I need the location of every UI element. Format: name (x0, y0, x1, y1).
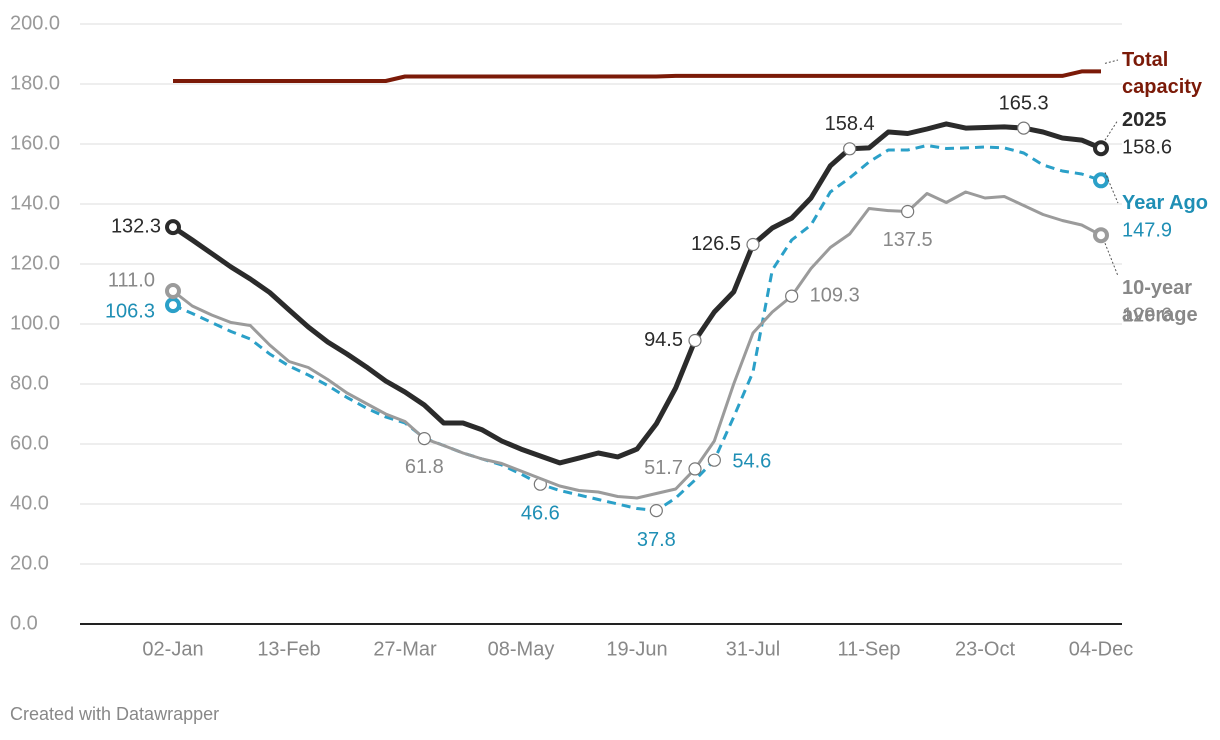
series-name: 10-year average (1122, 277, 1198, 326)
series-name: Total capacity (1122, 49, 1203, 98)
y-tick-label: 80.0 (10, 372, 49, 394)
y-tick-label: 200.0 (10, 12, 60, 34)
y-tick-label: 120.0 (10, 252, 60, 274)
point-marker (649, 504, 663, 518)
x-tick-label: 11-Sep (837, 638, 900, 660)
series-name: Year Ago (1122, 192, 1208, 214)
value-label: 51.7 (644, 457, 683, 479)
value-label: 147.9 (1122, 219, 1172, 241)
point-marker (417, 432, 431, 446)
point-marker (843, 142, 857, 156)
value-label: 129.6 (1122, 304, 1172, 326)
value-label: 158.4 (825, 113, 875, 135)
point-marker (1017, 121, 1031, 135)
leader (1104, 243, 1119, 277)
point-marker (901, 204, 915, 219)
value-label: 132.3 (111, 215, 161, 237)
value-label: 46.6 (521, 502, 560, 524)
y-tick-label: 20.0 (10, 552, 49, 574)
x-tick-label: 23-Oct (955, 638, 1015, 660)
value-label: 106.3 (105, 300, 155, 322)
value-label: 126.5 (691, 233, 741, 255)
x-tick-label: 31-Jul (726, 638, 780, 660)
point-marker (1093, 227, 1109, 244)
point-marker (785, 289, 799, 303)
point-marker (688, 333, 702, 348)
y-tick-label: 100.0 (10, 312, 60, 334)
leader (1104, 119, 1119, 141)
point-marker (746, 237, 760, 252)
x-tick-label: 27-Mar (373, 638, 437, 660)
value-label: 109.3 (810, 284, 860, 306)
value-label: 54.6 (732, 450, 771, 472)
series-line (171, 121, 1102, 466)
value-label: 137.5 (883, 229, 933, 251)
y-tick-label: 140.0 (10, 192, 60, 214)
value-label: 165.3 (999, 92, 1049, 114)
point-marker (688, 462, 702, 476)
series-line (172, 190, 1102, 500)
y-tick-label: 40.0 (10, 492, 49, 514)
value-label: 37.8 (637, 529, 676, 551)
x-tick-label: 08-May (488, 638, 555, 660)
leader (1104, 172, 1119, 204)
x-tick-label: 02-Jan (142, 638, 203, 660)
y-tick-label: 0.0 (10, 612, 38, 634)
point-marker (1093, 172, 1109, 189)
value-label: 61.8 (405, 456, 444, 478)
point-marker (165, 283, 181, 299)
value-label: 94.5 (644, 329, 683, 351)
series-name: 2025 (1122, 109, 1167, 131)
y-tick-label: 180.0 (10, 72, 60, 94)
credit: Created with Datawrapper (10, 704, 220, 724)
point-marker (165, 297, 181, 314)
value-label: 111.0 (108, 269, 155, 291)
x-tick-label: 04-Dec (1069, 638, 1133, 660)
point-marker (707, 453, 721, 467)
y-tick-label: 160.0 (10, 132, 60, 154)
leader (1104, 59, 1119, 64)
series-line (172, 144, 1102, 513)
x-tick-label: 13-Feb (257, 638, 320, 660)
series-line (173, 69, 1101, 83)
y-tick-label: 60.0 (10, 432, 49, 454)
point-marker (165, 219, 181, 236)
x-tick-label: 19-Jun (606, 638, 667, 660)
point-marker (1093, 140, 1109, 157)
value-label: 158.6 (1122, 136, 1172, 158)
